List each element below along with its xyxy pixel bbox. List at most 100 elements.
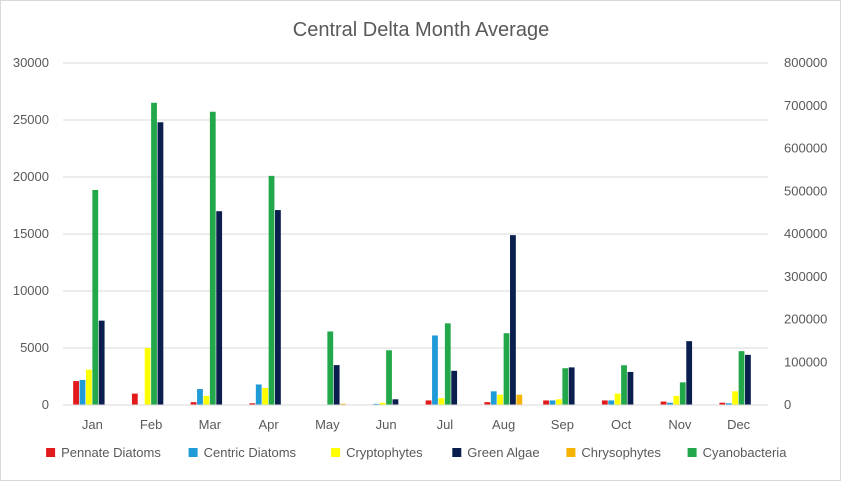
left-axis-tick-label: 5000: [20, 340, 49, 355]
bar-cyanobacteria-jan: [92, 189, 99, 405]
bar-centric-diatoms-mar: [197, 389, 203, 405]
x-axis: Jan Feb Mar Apr May Jun Jul Aug Sep Oct Nov Dec: [63, 404, 768, 432]
bar-cryptophytes-feb: [144, 348, 151, 405]
bar-cyanobacteria-jul: [444, 323, 451, 405]
right-axis-tick-label: 400000: [784, 226, 827, 241]
bar-green-algae-oct: [627, 371, 634, 405]
bar-cyanobacteria-sep: [562, 368, 569, 405]
right-axis-tick-label: 500000: [784, 183, 827, 198]
bar-centric-diatoms-sep: [549, 400, 556, 405]
right-axis-tick-label: 600000: [784, 141, 827, 156]
bar-cyanobacteria-aug: [503, 333, 510, 405]
legend-swatch: [452, 448, 462, 457]
left-axis-tick-label: 10000: [13, 283, 49, 298]
bar-cyanobacteria-apr: [268, 175, 275, 405]
bar-centric-diatoms-nov: [667, 402, 673, 405]
legend-item-chrysophytes[interactable]: Chrysophytes: [566, 445, 661, 460]
right-axis-tick-label: 0: [784, 397, 791, 412]
right-axis-tick-label: 200000: [784, 312, 827, 327]
bar-centric-diatoms-oct: [608, 400, 615, 405]
gridlines: [63, 62, 768, 406]
bar-centric-diatoms-apr: [255, 384, 262, 405]
x-axis-tick-label: Jun: [376, 417, 397, 432]
x-axis-tick-label: Jul: [437, 417, 454, 432]
legend-item-centric-diatoms[interactable]: Centric Diatoms: [188, 445, 297, 460]
legend-item-green-algae[interactable]: Green Algae: [452, 445, 540, 460]
left-axis-tick-label: 0: [42, 397, 49, 412]
right-axis-tick-label: 100000: [784, 354, 827, 369]
x-axis-tick-label: Mar: [199, 417, 222, 432]
legend[interactable]: Pennate Diatoms Centric Diatoms Cryptophyt…: [46, 445, 787, 460]
bar-green-algae-may: [333, 365, 340, 405]
bar-pennate-diatoms-jan: [73, 381, 79, 405]
right-axis-tick-label: 300000: [784, 269, 827, 284]
bar-pennate-diatoms-dec: [719, 402, 726, 405]
bar-cyanobacteria-mar: [209, 111, 216, 406]
bar-green-algae-sep: [568, 367, 575, 405]
bar-pennate-diatoms-aug: [484, 402, 491, 405]
bar-cyanobacteria-jun: [386, 350, 392, 405]
x-axis-tick-label: May: [315, 417, 340, 432]
x-axis-tick-label: Jan: [82, 417, 103, 432]
bar-pennate-diatoms-jul: [425, 400, 432, 405]
legend-label: Centric Diatoms: [204, 445, 297, 460]
bar-cyanobacteria-nov: [679, 382, 686, 405]
bar-centric-diatoms-jun: [373, 403, 380, 405]
legend-swatch: [566, 448, 576, 457]
x-axis-tick-label: Nov: [668, 417, 692, 432]
legend-item-pennate-diatoms[interactable]: Pennate Diatoms: [46, 445, 161, 460]
bar-cyanobacteria-oct: [621, 365, 627, 405]
bar-pennate-diatoms-mar: [190, 402, 197, 405]
bar-centric-diatoms-dec: [725, 403, 732, 405]
legend-swatch: [46, 448, 56, 457]
bar-green-algae-dec: [745, 354, 751, 405]
bar-cryptophytes-sep: [555, 399, 562, 405]
bars: [73, 102, 751, 406]
legend-item-cryptophytes[interactable]: Cryptophytes: [331, 445, 423, 460]
bar-centric-diatoms-jul: [432, 335, 438, 405]
legend-label: Chrysophytes: [581, 445, 661, 460]
x-axis-tick-label: Dec: [727, 417, 751, 432]
bar-cryptophytes-jul: [438, 398, 445, 405]
bar-centric-diatoms-jan: [79, 379, 86, 405]
bar-cryptophytes-jan: [85, 369, 92, 405]
legend-swatch: [687, 448, 697, 457]
right-axis-tick-label: 700000: [784, 98, 827, 113]
right-axis-tick-label: 800000: [784, 55, 827, 70]
legend-swatch: [331, 448, 341, 457]
bar-cryptophytes-dec: [732, 391, 739, 405]
legend-swatch: [188, 448, 198, 457]
chart-title: Central Delta Month Average: [293, 19, 549, 41]
x-axis-tick-label: Apr: [259, 417, 280, 432]
bar-green-algae-apr: [275, 210, 281, 405]
bar-cryptophytes-mar: [203, 395, 210, 405]
bar-green-algae-jan: [98, 320, 105, 405]
left-axis: 0 5000 10000 15000 20000 25000 30000: [13, 55, 49, 412]
bar-cryptophytes-aug: [497, 394, 504, 405]
legend-item-cyanobacteria[interactable]: Cyanobacteria: [687, 445, 788, 460]
bar-pennate-diatoms-sep: [543, 400, 549, 405]
legend-label: Pennate Diatoms: [61, 445, 161, 460]
bar-green-algae-aug: [510, 235, 516, 405]
bar-green-algae-nov: [686, 341, 693, 405]
bar-pennate-diatoms-apr: [249, 403, 256, 405]
bar-cryptophytes-nov: [673, 395, 680, 405]
legend-label: Green Algae: [467, 445, 539, 460]
bar-green-algae-jun: [392, 399, 399, 405]
left-axis-tick-label: 30000: [13, 55, 49, 70]
x-axis-tick-label: Sep: [551, 417, 574, 432]
bar-pennate-diatoms-nov: [660, 401, 667, 405]
bar-cyanobacteria-may: [327, 331, 334, 405]
bar-cryptophytes-oct: [614, 393, 621, 405]
bar-centric-diatoms-aug: [490, 391, 497, 405]
x-axis-tick-label: Oct: [611, 417, 632, 432]
bar-green-algae-feb: [157, 122, 164, 405]
bar-pennate-diatoms-oct: [601, 400, 608, 405]
bar-cyanobacteria-dec: [738, 351, 745, 405]
left-axis-tick-label: 15000: [13, 226, 49, 241]
bar-cyanobacteria-feb: [151, 102, 157, 405]
right-axis: 0 100000 200000 300000 400000 500000 600000 700…: [784, 55, 827, 412]
left-axis-tick-label: 20000: [13, 169, 49, 184]
